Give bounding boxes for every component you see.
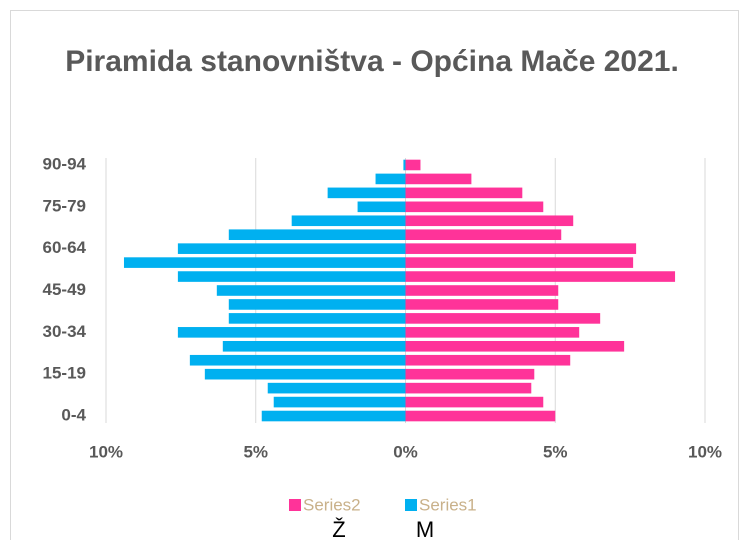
chart-title: Piramida stanovništva - Općina Mače 2021… bbox=[65, 45, 679, 78]
bar bbox=[261, 410, 406, 422]
bar bbox=[405, 382, 532, 394]
bar bbox=[405, 354, 571, 366]
bar bbox=[123, 257, 406, 268]
bar bbox=[405, 368, 535, 380]
legend-swatch bbox=[289, 499, 301, 511]
y-tick-label: 75-79 bbox=[43, 196, 86, 215]
bar bbox=[228, 229, 406, 241]
y-tick-label: 0-4 bbox=[61, 406, 86, 425]
x-tick-label: 0% bbox=[393, 442, 418, 461]
y-tick-label: 45-49 bbox=[43, 280, 86, 299]
legend-label: Series1 bbox=[419, 495, 477, 514]
x-tick-label: 10% bbox=[89, 442, 123, 461]
bar bbox=[216, 285, 406, 296]
y-tick-label: 15-19 bbox=[43, 364, 86, 383]
bar bbox=[405, 215, 574, 227]
annotation: Ž bbox=[332, 517, 345, 540]
bar bbox=[357, 201, 406, 213]
y-tick-label: 30-34 bbox=[43, 322, 87, 341]
bar bbox=[228, 313, 406, 324]
y-tick-label: 90-94 bbox=[43, 154, 87, 173]
annotation: M bbox=[416, 517, 434, 540]
bar bbox=[204, 368, 406, 380]
chart-border bbox=[10, 10, 739, 540]
bar bbox=[375, 173, 406, 185]
y-tick-label: 60-64 bbox=[43, 238, 87, 257]
bar bbox=[405, 285, 559, 296]
bar bbox=[405, 271, 676, 282]
bar bbox=[273, 396, 406, 408]
bar bbox=[177, 243, 406, 254]
bar bbox=[327, 187, 406, 199]
bar bbox=[189, 354, 406, 366]
bar bbox=[405, 340, 625, 352]
bar bbox=[405, 299, 559, 310]
bar bbox=[405, 313, 601, 324]
bar bbox=[403, 159, 406, 171]
bar bbox=[405, 173, 472, 185]
bar bbox=[405, 410, 556, 422]
bar bbox=[222, 340, 406, 352]
x-tick-label: 10% bbox=[688, 442, 722, 461]
legend-swatch bbox=[405, 499, 417, 511]
bar bbox=[228, 299, 406, 310]
x-tick-label: 5% bbox=[543, 442, 568, 461]
bar bbox=[405, 243, 637, 254]
bar bbox=[405, 257, 634, 268]
bar bbox=[405, 187, 523, 199]
bar bbox=[405, 327, 580, 338]
bar bbox=[405, 396, 544, 408]
bar bbox=[405, 201, 544, 213]
bar bbox=[405, 159, 421, 171]
bar bbox=[267, 382, 406, 394]
bar bbox=[177, 327, 406, 338]
bar bbox=[405, 229, 562, 241]
bar bbox=[291, 215, 406, 227]
bar bbox=[177, 271, 406, 282]
x-tick-label: 5% bbox=[243, 442, 268, 461]
legend-label: Series2 bbox=[303, 495, 361, 514]
